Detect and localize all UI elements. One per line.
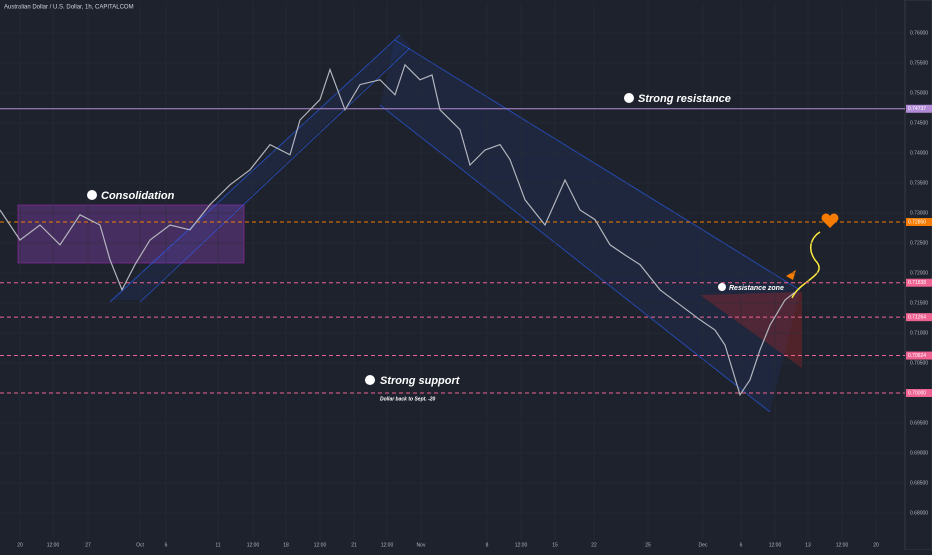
level-label: 0.71264 [908, 314, 926, 320]
y-tick-label: 0.74000 [910, 150, 928, 156]
x-tick-label: Dec [699, 542, 708, 548]
y-tick-label: 0.76000 [910, 30, 928, 36]
level-badge [906, 351, 932, 360]
y-tick-label: 0.75500 [910, 60, 928, 66]
y-tick-label: 0.69000 [910, 450, 928, 456]
x-tick-label: 20 [17, 542, 23, 548]
icon [624, 93, 634, 103]
y-tick-label: 0.68000 [910, 510, 928, 516]
y-tick-label: 0.70500 [910, 360, 928, 366]
x-tick-label: 12:00 [47, 542, 60, 548]
x-tick-label: 15 [552, 542, 558, 548]
x-tick-label: 21 [351, 542, 357, 548]
x-tick-label: 18 [283, 542, 289, 548]
price-line [0, 63, 796, 397]
level-badge [906, 104, 932, 113]
heart-icon [821, 213, 839, 228]
resistance-zone [700, 292, 802, 368]
level-label: 0.74737 [908, 106, 926, 112]
annotation: Consolidation [101, 190, 175, 202]
icon [87, 190, 97, 200]
icon [718, 283, 726, 291]
x-tick-label: 8 [486, 542, 489, 548]
projection-arrow [791, 231, 821, 299]
y-tick-label: 0.72500 [910, 240, 928, 246]
x-tick-label: 12:00 [515, 542, 528, 548]
x-tick-label: 12:00 [314, 542, 327, 548]
consolidation-box [17, 204, 245, 264]
y-tick-label: 0.75000 [910, 90, 928, 96]
level-label: 0.71838 [908, 280, 926, 286]
down-channel [380, 40, 800, 412]
x-tick-label: 25 [645, 542, 651, 548]
x-tick-label: 22 [591, 542, 597, 548]
x-tick-label: 12:00 [836, 542, 849, 548]
x-tick-label: 11 [215, 542, 220, 548]
x-tick-label: Oct [136, 542, 144, 548]
icon [365, 375, 375, 385]
level-label: 0.70000 [908, 390, 926, 396]
x-tick-label: 13 [805, 542, 811, 548]
arrow-icon [786, 270, 796, 280]
y-tick-label: 0.72000 [910, 270, 928, 276]
level-badge [906, 218, 932, 226]
x-tick-label: 6 [740, 542, 743, 548]
y-tick-label: 0.74500 [910, 120, 928, 126]
level-badge [906, 278, 932, 287]
symbol-title: Australian Dollar / U.S. Dollar, 1h, CAP… [4, 5, 134, 11]
y-tick-label: 0.71000 [910, 330, 928, 336]
plot: 0.68000 0.68500 0.69000 0.69500 0.70000 0.705… [0, 3, 932, 548]
x-tick-label: 27 [85, 542, 91, 548]
x-tick-label: 12:00 [381, 542, 394, 548]
y-tick-label: 0.73000 [910, 210, 928, 216]
level-label: 0.70624 [908, 353, 926, 359]
x-tick-label: 6 [165, 542, 168, 548]
down-channel-edge [379, 104, 771, 413]
level-badge [906, 389, 932, 397]
y-tick-label: 0.69500 [910, 420, 928, 426]
y-tick-label: 0.68500 [910, 480, 928, 486]
annotation: Resistance zone [729, 285, 784, 292]
up-channel-edge [109, 34, 401, 303]
annotation: Strong resistance [638, 93, 731, 105]
level-label: 0.72850 [908, 219, 926, 225]
price-axis [904, 0, 932, 551]
annotation: Strong support [380, 375, 461, 387]
y-tick-label: 0.71500 [910, 300, 928, 306]
level-badge [906, 313, 932, 322]
annotation: Dollar back to Sept. -20 [380, 396, 436, 402]
x-tick-label: Nov [417, 542, 426, 548]
x-tick-label: 12:00 [769, 542, 782, 548]
x-tick-label: 12:00 [247, 542, 260, 548]
down-channel-edge [394, 39, 801, 291]
up-channel [110, 35, 410, 300]
y-tick-label: 0.73500 [910, 180, 928, 186]
up-channel-edge [139, 47, 411, 303]
x-tick-label: 20 [873, 542, 879, 548]
